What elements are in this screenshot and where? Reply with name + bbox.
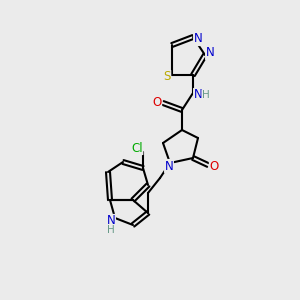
Text: Cl: Cl	[131, 142, 143, 154]
Text: N: N	[194, 88, 202, 101]
Text: O: O	[152, 95, 162, 109]
Text: N: N	[106, 214, 116, 227]
Text: H: H	[107, 225, 115, 235]
Text: H: H	[202, 90, 210, 100]
Text: N: N	[165, 160, 173, 172]
Text: N: N	[194, 32, 202, 46]
Text: N: N	[206, 46, 214, 59]
Text: O: O	[209, 160, 219, 172]
Text: S: S	[163, 70, 171, 83]
